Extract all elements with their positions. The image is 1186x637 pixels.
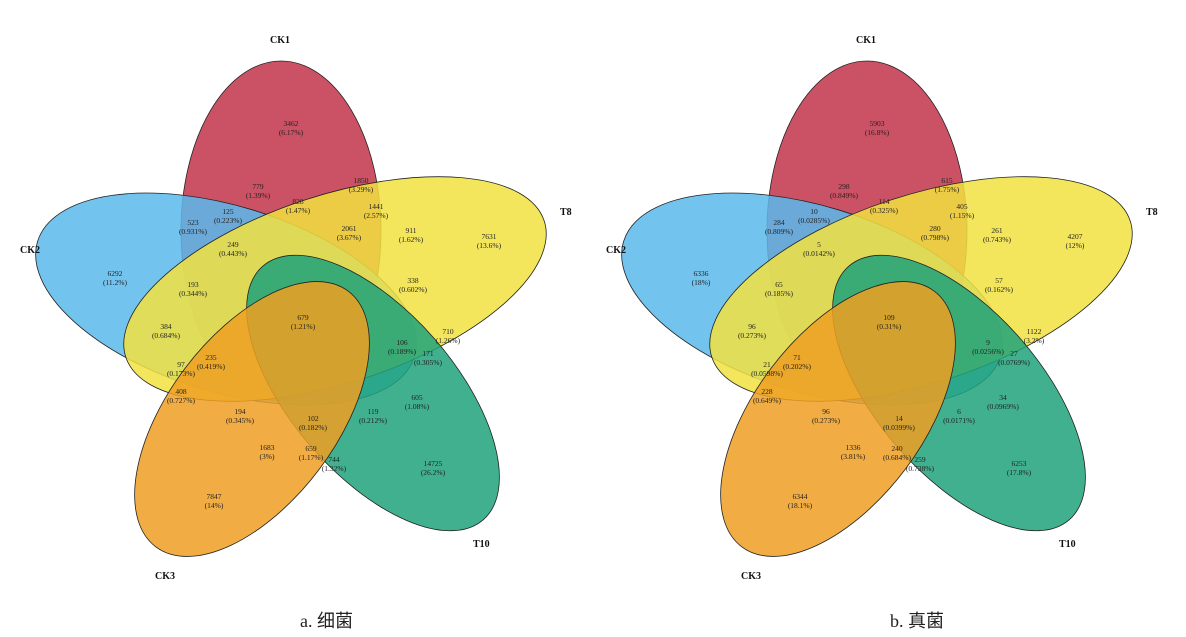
region-count-label: 408 (0.727%) xyxy=(167,387,196,405)
region-count-label: 27 (0.0769%) xyxy=(998,349,1030,367)
region-count-label: 659 (1.17%) xyxy=(299,444,324,462)
region-count-label: 1441 (2.57%) xyxy=(364,202,389,220)
region-count-label: 21 (0.0598%) xyxy=(751,360,783,378)
set-ellipse-ck3 xyxy=(720,281,956,557)
region-count-label: 9 (0.0256%) xyxy=(972,338,1004,356)
region-count-label: 7631 (13.6%) xyxy=(477,232,502,250)
region-count-label: 338 (0.602%) xyxy=(399,276,428,294)
region-count-label: 235 (0.419%) xyxy=(197,353,226,371)
region-count-label: 97 (0.173%) xyxy=(167,360,196,378)
region-count-label: 114 (0.325%) xyxy=(870,197,899,215)
set-label-ck3: CK3 xyxy=(741,571,761,582)
region-count-label: 284 (0.809%) xyxy=(765,218,794,236)
region-count-label: 3462 (6.17%) xyxy=(279,119,304,137)
region-count-label: 298 (0.849%) xyxy=(830,182,859,200)
region-count-label: 911 (1.62%) xyxy=(399,226,424,244)
set-label-ck2: CK2 xyxy=(606,245,626,256)
venn-diagram-fungi: CK1 CK2 T8 T10 CK3 5903 (16.8%) 6336 (18%) 4207 (1… xyxy=(606,35,1158,582)
region-count-label: 1850 (3.29%) xyxy=(349,176,374,194)
region-count-label: 109 (0.31%) xyxy=(877,313,902,331)
region-count-label: 2061 (3.67%) xyxy=(337,224,362,242)
region-count-label: 249 (0.443%) xyxy=(219,240,248,258)
set-label-ck3: CK3 xyxy=(155,571,175,582)
region-count-label: 228 (0.649%) xyxy=(753,387,782,405)
region-count-label: 828 (1.47%) xyxy=(286,197,311,215)
caption-bacteria: a. 细菌 xyxy=(300,611,353,631)
region-count-label: 34 (0.0969%) xyxy=(987,393,1019,411)
region-count-label: 96 (0.273%) xyxy=(812,407,841,425)
region-count-label: 523 (0.931%) xyxy=(179,218,208,236)
region-count-label: 71 (0.202%) xyxy=(783,353,812,371)
region-count-label: 194 (0.345%) xyxy=(226,407,255,425)
region-count-label: 6336 (18%) xyxy=(692,269,711,287)
region-count-label: 605 (1.08%) xyxy=(405,393,430,411)
region-count-label: 125 (0.223%) xyxy=(214,207,243,225)
region-count-label: 6253 (17.8%) xyxy=(1007,459,1032,477)
region-count-label: 5 (0.0142%) xyxy=(803,240,835,258)
region-count-label: 710 (1.26%) xyxy=(436,327,461,345)
region-count-label: 10 (0.0285%) xyxy=(798,207,830,225)
region-count-label: 14 (0.0399%) xyxy=(883,414,915,432)
region-count-label: 744 (1.32%) xyxy=(322,455,347,473)
region-count-label: 1683 (3%) xyxy=(260,443,275,461)
region-count-label: 259 (0.738%) xyxy=(906,455,935,473)
set-ellipse-ck3 xyxy=(134,281,370,557)
set-label-ck1: CK1 xyxy=(270,35,290,46)
region-count-label: 679 (1.21%) xyxy=(291,313,316,331)
set-label-t8: T8 xyxy=(560,207,572,218)
region-count-label: 779 (1.39%) xyxy=(246,182,271,200)
set-label-ck2: CK2 xyxy=(20,245,40,256)
region-count-label: 57 (0.162%) xyxy=(985,276,1014,294)
region-count-label: 615 (1.75%) xyxy=(935,176,960,194)
region-count-label: 4207 (12%) xyxy=(1066,232,1085,250)
region-count-label: 261 (0.743%) xyxy=(983,226,1012,244)
set-label-t10: T10 xyxy=(1059,539,1076,550)
region-count-label: 106 (0.189%) xyxy=(388,338,417,356)
set-label-t10: T10 xyxy=(473,539,490,550)
region-count-label: 405 (1.15%) xyxy=(950,202,975,220)
set-label-t8: T8 xyxy=(1146,207,1158,218)
venn-diagram-bacteria: CK1 CK2 T8 T10 CK3 3462 (6.17%) 6292 (11.2%) 7631… xyxy=(20,35,572,582)
region-count-label: 96 (0.273%) xyxy=(738,322,767,340)
region-count-label: 171 (0.305%) xyxy=(414,349,443,367)
region-count-label: 6292 (11.2%) xyxy=(103,269,128,287)
region-count-label: 102 (0.182%) xyxy=(299,414,328,432)
region-count-label: 7847 (14%) xyxy=(205,492,224,510)
region-count-label: 5903 (16.8%) xyxy=(865,119,890,137)
region-count-label: 1336 (3.81%) xyxy=(841,443,866,461)
caption-fungi: b. 真菌 xyxy=(890,611,944,631)
region-count-label: 119 (0.212%) xyxy=(359,407,388,425)
set-label-ck1: CK1 xyxy=(856,35,876,46)
region-count-label: 193 (0.344%) xyxy=(179,280,208,298)
region-count-label: 6344 (18.1%) xyxy=(788,492,813,510)
region-count-label: 280 (0.798%) xyxy=(921,224,950,242)
region-count-label: 384 (0.684%) xyxy=(152,322,181,340)
region-count-label: 65 (0.185%) xyxy=(765,280,794,298)
region-count-label: 1122 (3.2%) xyxy=(1024,327,1045,345)
region-count-label: 6 (0.0171%) xyxy=(943,407,975,425)
region-count-label: 240 (0.684%) xyxy=(883,444,912,462)
region-count-label: 14725 (26.2%) xyxy=(421,459,446,477)
